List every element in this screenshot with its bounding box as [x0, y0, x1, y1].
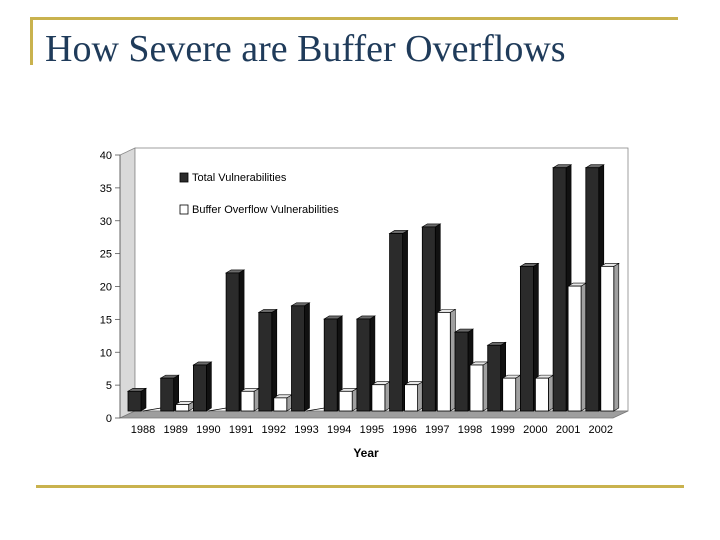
bar-total-vulnerabilities	[127, 390, 142, 412]
x-axis-title: Year	[353, 446, 379, 460]
x-tick-label: 1988	[131, 424, 155, 436]
bar-total-vulnerabilities	[552, 167, 567, 412]
bottom-rule	[36, 485, 684, 488]
bar-total-vulnerabilities	[356, 318, 371, 412]
y-tick-label: 5	[106, 380, 112, 392]
bar-total-vulnerabilities	[519, 265, 534, 412]
bar-total-vulnerabilities	[454, 331, 469, 412]
y-tick-label: 0	[106, 413, 112, 425]
legend-swatch-total	[179, 172, 189, 183]
y-tick-label: 20	[100, 282, 112, 294]
y-tick-label: 25	[100, 249, 112, 261]
y-tick-label: 10	[100, 347, 112, 359]
y-tick-label: 30	[100, 216, 112, 228]
bar-total-vulnerabilities	[225, 272, 240, 412]
x-tick-label: 1996	[392, 424, 416, 436]
bar-total-vulnerabilities	[160, 377, 175, 412]
bar-buffer-overflow-vulnerabilities	[436, 311, 451, 412]
bars-group	[126, 164, 620, 412]
x-tick-label: 2001	[556, 424, 580, 436]
bar-buffer-overflow-vulnerabilities-side	[449, 308, 456, 412]
bar-total-vulnerabilities	[487, 344, 502, 412]
bar-buffer-overflow-vulnerabilities-side	[351, 387, 358, 412]
legend-label-total: Total Vulnerabilities	[192, 172, 287, 184]
bar-buffer-overflow-vulnerabilities	[371, 384, 386, 412]
bar-buffer-overflow-vulnerabilities	[534, 377, 549, 412]
x-tick-label: 2002	[589, 424, 613, 436]
bar-total-vulnerabilities	[193, 364, 207, 412]
bar-buffer-overflow-vulnerabilities-side	[253, 387, 260, 412]
bar-buffer-overflow-vulnerabilities	[404, 384, 419, 412]
x-tick-label: 1992	[262, 424, 286, 436]
x-tick-label: 1997	[425, 424, 449, 436]
bar-buffer-overflow-vulnerabilities	[502, 377, 517, 412]
top-rule	[30, 17, 678, 20]
bar-buffer-overflow-vulnerabilities	[142, 407, 162, 412]
bar-buffer-overflow-vulnerabilities-side	[417, 381, 423, 412]
legend-swatch-buffer-overflow	[179, 204, 189, 215]
bar-buffer-overflow-vulnerabilities-side	[548, 374, 554, 412]
y-tick-label: 35	[100, 183, 112, 195]
bar-buffer-overflow-vulnerabilities-side	[580, 282, 587, 412]
left-rule	[30, 17, 33, 65]
x-tick-label: 1989	[163, 424, 187, 436]
bar-total-vulnerabilities	[389, 233, 404, 412]
y-axis: 0 5 10 15 20 25 30 35 40	[100, 150, 121, 425]
legend: Total Vulnerabilities Buffer Overflow Vu…	[179, 172, 339, 216]
x-axis-labels: 1988 1989 1990 1991 1992 1993 1994 1995 1996 1997…	[131, 424, 613, 436]
bar-buffer-overflow-vulnerabilities-side	[482, 361, 489, 412]
bar-total-vulnerabilities	[585, 167, 600, 412]
bar-buffer-overflow-vulnerabilities	[567, 285, 582, 412]
bar-total-vulnerabilities-side	[271, 308, 278, 412]
bar-buffer-overflow-vulnerabilities	[306, 407, 325, 412]
bar-buffer-overflow-vulnerabilities-side	[515, 374, 522, 412]
chart-side-wall	[119, 147, 136, 419]
bar-total-vulnerabilities	[291, 305, 305, 412]
bar-buffer-overflow-vulnerabilities	[240, 390, 255, 412]
y-tick-label: 15	[100, 314, 112, 326]
bar-chart: 0 5 10 15 20 25 30 35 40 1988 1989 1990 1991 1992 199…	[100, 147, 629, 460]
legend-label-buffer-overflow: Buffer Overflow Vulnerabilities	[192, 204, 339, 216]
bar-total-vulnerabilities	[323, 318, 338, 412]
bar-buffer-overflow-vulnerabilities	[273, 397, 288, 412]
bar-total-vulnerabilities-side	[304, 302, 310, 412]
x-tick-label: 1990	[196, 424, 220, 436]
y-tick-label: 40	[100, 150, 112, 162]
bar-buffer-overflow-vulnerabilities	[600, 265, 615, 412]
x-tick-label: 1991	[229, 424, 253, 436]
bar-buffer-overflow-vulnerabilities	[338, 390, 353, 412]
bar-buffer-overflow-vulnerabilities-side	[384, 381, 391, 412]
x-tick-label: 1998	[458, 424, 482, 436]
chart-back-wall	[134, 147, 629, 412]
bar-buffer-overflow-vulnerabilities-side	[613, 262, 620, 412]
x-tick-label: 2000	[523, 424, 547, 436]
bar-buffer-overflow-vulnerabilities	[469, 364, 484, 412]
bar-buffer-overflow-vulnerabilities	[175, 404, 190, 412]
x-tick-label: 1999	[490, 424, 514, 436]
bar-total-vulnerabilities	[258, 311, 273, 412]
slide-title: How Severe are Buffer Overflows	[45, 28, 566, 70]
x-tick-label: 1993	[294, 424, 318, 436]
bar-total-vulnerabilities	[421, 226, 436, 412]
bar-buffer-overflow-vulnerabilities	[208, 407, 227, 412]
chart-floor	[119, 410, 629, 419]
bar-total-vulnerabilities-side	[140, 387, 147, 412]
x-tick-label: 1994	[327, 424, 351, 436]
x-tick-label: 1995	[360, 424, 384, 436]
bar-total-vulnerabilities-side	[206, 361, 212, 412]
